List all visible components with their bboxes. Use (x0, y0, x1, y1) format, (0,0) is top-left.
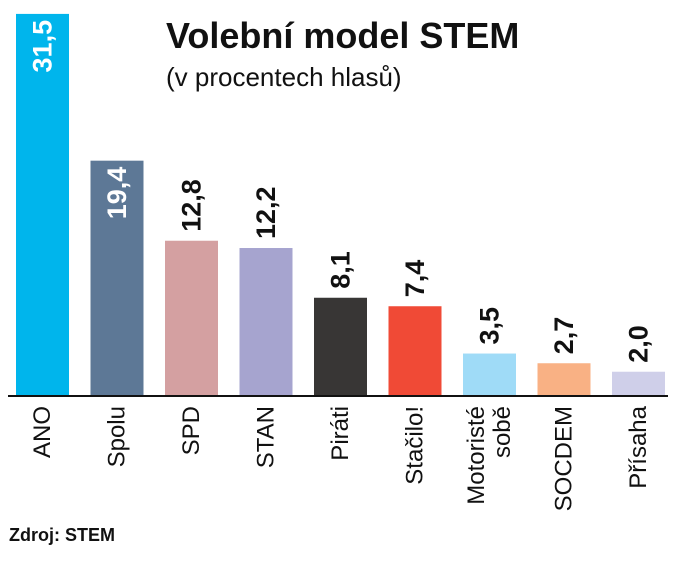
value-label-1: 19,4 (102, 167, 132, 220)
category-label-2: SPD (178, 406, 205, 455)
bar-5 (388, 306, 442, 396)
bar-4 (314, 297, 367, 396)
category-label-8: Přísaha (625, 405, 652, 488)
bar-3 (239, 248, 293, 396)
category-label-6-line-0: Motoristé (463, 406, 490, 505)
value-label-2: 12,8 (177, 179, 207, 232)
chart-subtitle: (v procentech hlasů) (166, 62, 402, 92)
category-label-0: ANO (29, 406, 56, 458)
bar-7 (537, 363, 591, 396)
category-label-6-line-1: sobě (489, 406, 516, 458)
category-label-5: Stačilo! (402, 406, 429, 485)
category-label-7: SOCDEM (551, 406, 578, 511)
category-label-3: STAN (253, 406, 280, 468)
source-note: Zdroj: STEM (9, 525, 115, 545)
value-label-4: 8,1 (326, 251, 356, 289)
category-label-4: Piráti (327, 406, 354, 461)
bar-0 (16, 13, 69, 397)
bar-2 (165, 240, 218, 396)
bar-8 (612, 371, 665, 396)
value-label-5: 7,4 (400, 260, 430, 298)
value-label-6: 3,5 (475, 307, 505, 345)
value-label-8: 2,0 (624, 325, 654, 363)
value-label-0: 31,5 (28, 20, 58, 73)
category-label-1: Spolu (104, 406, 131, 467)
value-label-3: 12,2 (251, 186, 281, 239)
bars-group: 31,5 ANO 19,4 Spolu 12,8 SPD 12,2 STAN 8,1 Piráti… (16, 13, 665, 511)
bar-1 (90, 160, 144, 396)
bar-6 (463, 353, 516, 396)
chart-title: Volební model STEM (166, 15, 519, 56)
value-label-7: 2,7 (549, 317, 579, 355)
